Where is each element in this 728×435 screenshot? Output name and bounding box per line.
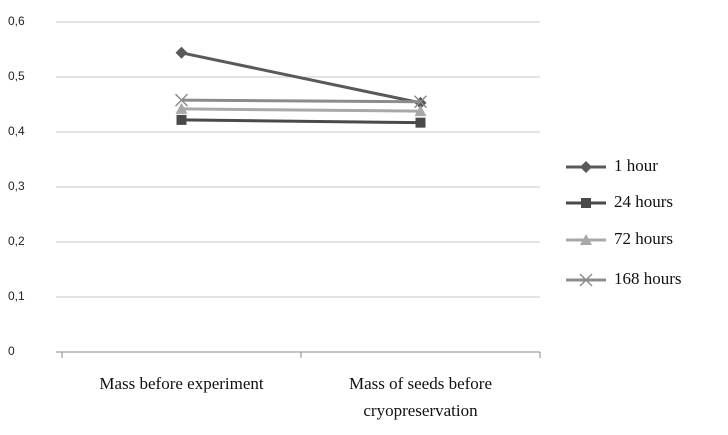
- y-tick-label: 0,6: [8, 14, 25, 28]
- legend-label: 24 hours: [614, 192, 673, 211]
- marker: [414, 96, 427, 109]
- marker: [580, 161, 592, 173]
- y-tick-label: 0,1: [8, 289, 25, 303]
- legend-label: 72 hours: [614, 229, 673, 248]
- series-line: [181, 107, 421, 113]
- y-tick-label: 0,5: [8, 69, 25, 83]
- marker: [175, 46, 188, 59]
- x-tick-label: Mass before experiment: [99, 374, 264, 393]
- marker: [413, 95, 428, 109]
- x-tick-label: Mass of seeds before cryopreservation: [348, 374, 493, 420]
- series-line: [181, 51, 421, 105]
- marker: [174, 93, 189, 107]
- y-tick-label: 0,4: [8, 124, 25, 138]
- y-tick-label: 0: [8, 344, 15, 358]
- marker: [175, 102, 188, 114]
- marker: [414, 105, 427, 117]
- y-tick-label: 0,2: [8, 234, 25, 248]
- marker: [579, 273, 593, 287]
- legend-label: 168 hours: [614, 269, 682, 288]
- series-line: [181, 98, 421, 104]
- marker: [580, 234, 592, 245]
- y-tick-label: 0,3: [8, 179, 25, 193]
- marker: [415, 117, 426, 128]
- series-line: [181, 118, 421, 125]
- legend-label: 1 hour: [614, 156, 658, 175]
- marker: [176, 114, 187, 125]
- marker: [581, 198, 591, 208]
